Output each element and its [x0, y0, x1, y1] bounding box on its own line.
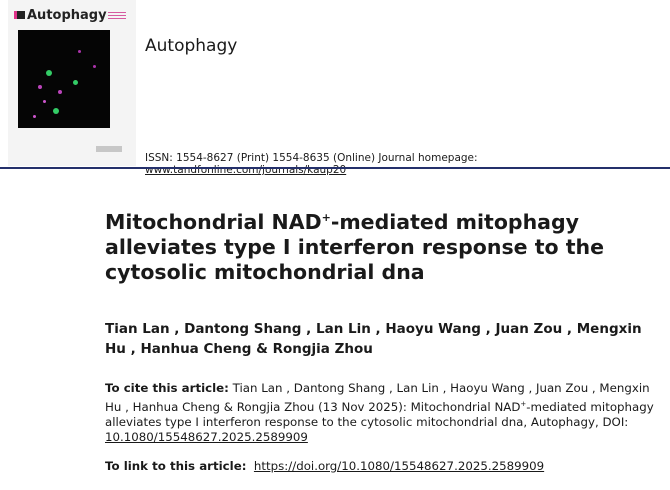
article-doi-link[interactable]: https://doi.org/10.1080/15548627.2025.25…: [253, 459, 545, 473]
publisher-logo: [96, 146, 122, 152]
cover-issue-info: [108, 12, 126, 20]
cite-text: Tian Lan , Dantong Shang , Lan Lin , Hao…: [105, 381, 650, 414]
author-list: Tian Lan , Dantong Shang , Lan Lin , Hao…: [105, 321, 642, 357]
cite-doi-link[interactable]: 10.1080/15548627.2025.2589909: [105, 430, 308, 445]
cite-text-2: -mediated mitophagy alleviates type I in…: [105, 399, 654, 429]
journal-logo-icon: [14, 11, 25, 19]
cite-sup: +: [520, 399, 527, 408]
title-sup: +: [321, 211, 331, 224]
link-label: To link to this article:: [105, 459, 247, 473]
citation-block: To cite this article: Tian Lan , Dantong…: [105, 381, 660, 446]
journal-cover-image: Autophagy: [8, 0, 136, 166]
cover-logo-text: Autophagy: [27, 8, 107, 23]
title-part1: Mitochondrial NAD: [105, 209, 322, 234]
header-divider: [0, 167, 670, 169]
article-title: Mitochondrial NAD+-mediated mitophagy al…: [105, 205, 645, 285]
journal-homepage-link[interactable]: www.tandfonline.com/journals/kaup20: [145, 164, 347, 176]
issn-line: ISSN: 1554-8627 (Print) 1554-8635 (Onlin…: [145, 152, 670, 176]
cover-logo: Autophagy: [14, 8, 107, 23]
issn-text: ISSN: 1554-8627 (Print) 1554-8635 (Onlin…: [145, 152, 478, 164]
journal-name: Autophagy: [145, 36, 238, 56]
title-part2: -mediated mitophagy alleviates type I in…: [105, 209, 605, 284]
article-link-line: To link to this article: https://doi.org…: [105, 459, 544, 473]
cite-label: To cite this article:: [105, 381, 229, 395]
cover-micrograph: [18, 30, 110, 128]
